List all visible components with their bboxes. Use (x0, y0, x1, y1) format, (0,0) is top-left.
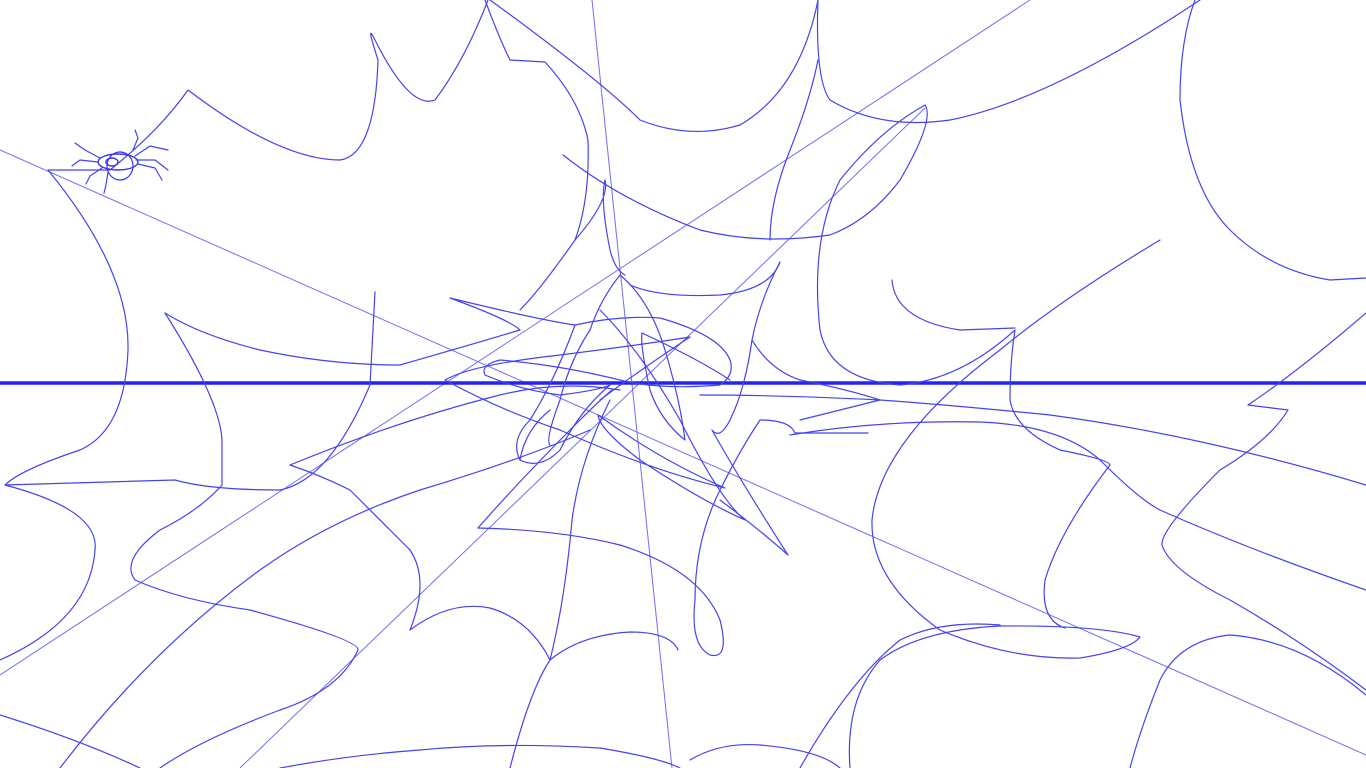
thread (574, 179, 626, 276)
spider-leg (134, 145, 169, 157)
thread (489, 0, 1201, 133)
thread (444, 309, 746, 521)
thread (711, 261, 789, 556)
spider-leg (135, 159, 169, 171)
thread (59, 429, 591, 768)
spider (71, 129, 169, 194)
thread (769, 59, 819, 241)
spider-head (105, 157, 119, 167)
spider-leg (137, 163, 163, 181)
thread (4, 169, 376, 491)
ray (0, 149, 1366, 756)
spider-leg (74, 142, 101, 159)
thread (516, 324, 576, 461)
thread (509, 399, 611, 768)
thread (0, 714, 141, 768)
thread (548, 274, 621, 446)
thread (562, 104, 1111, 629)
spider-leg (132, 129, 139, 151)
thread (1129, 634, 1366, 768)
thread (484, 0, 589, 311)
thread (1161, 312, 1366, 691)
thread (289, 385, 621, 466)
thread (0, 484, 96, 661)
thread (47, 0, 489, 171)
thread (619, 274, 731, 441)
thread (689, 743, 841, 768)
thread (1179, 0, 1366, 281)
thread (629, 261, 781, 297)
thread (289, 464, 421, 631)
thread (164, 297, 576, 366)
thread (279, 744, 681, 768)
ray (0, 0, 1031, 676)
thread (799, 623, 1001, 768)
thread (891, 279, 1016, 331)
spider-leg (85, 167, 103, 185)
thread (751, 339, 881, 421)
thread (789, 421, 1366, 591)
spider-body (106, 151, 134, 181)
spider-leg (71, 159, 99, 167)
thread (477, 419, 869, 657)
thread (483, 316, 732, 464)
thread (848, 239, 1161, 768)
spider-leg (103, 171, 109, 194)
thread (130, 312, 359, 768)
thread (699, 394, 1366, 486)
